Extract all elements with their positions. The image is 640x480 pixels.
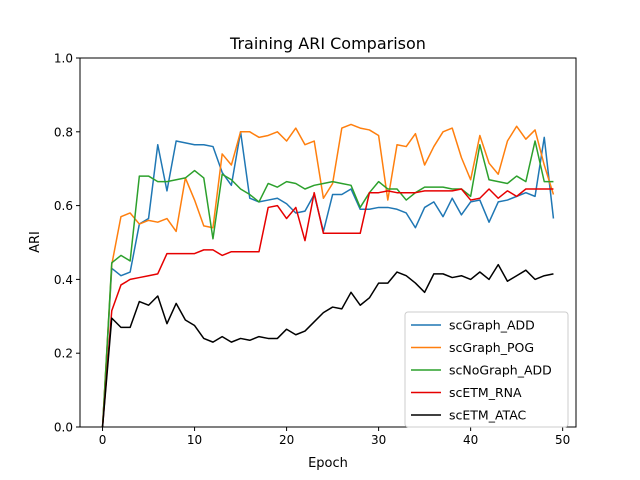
- series-line-scGraph_POG: [101, 123, 555, 428]
- legend-label-scETM_RNA: scETM_RNA: [449, 385, 522, 400]
- legend-label-scNoGraph_ADD: scNoGraph_ADD: [449, 363, 552, 378]
- y-tick-label: 0.8: [54, 125, 73, 139]
- x-tick-label: 40: [463, 433, 478, 447]
- plot-frame: [79, 57, 577, 428]
- legend-label-scGraph_POG: scGraph_POG: [449, 340, 534, 355]
- y-tick-label: 1.0: [54, 52, 73, 66]
- y-axis-label: ARI: [28, 231, 43, 253]
- x-axis-label: Epoch: [308, 456, 348, 471]
- x-tick-label: 30: [371, 433, 386, 447]
- y-tick-label: 0.6: [54, 199, 73, 213]
- y-tick-label: 0.0: [54, 421, 73, 435]
- legend-label-scETM_ATAC: scETM_ATAC: [449, 408, 527, 423]
- legend-box: [404, 311, 569, 428]
- series-layer: [101, 123, 555, 428]
- chart-title: Training ARI Comparison: [229, 34, 426, 53]
- x-tick-label: 10: [187, 433, 202, 447]
- x-tick-label: 20: [279, 433, 294, 447]
- series-line-scNoGraph_ADD: [101, 140, 554, 428]
- series-line-scGraph_ADD: [101, 131, 555, 428]
- y-tick-label: 0.2: [54, 347, 73, 361]
- x-tick-label: 50: [555, 433, 570, 447]
- y-tick-label: 0.4: [54, 273, 73, 287]
- axes-layer: 0 10 20 30 40 50 0.0 0.2 0.4 0.6 0.8 1.0: [54, 52, 577, 447]
- series-line-scETM_RNA: [101, 188, 554, 428]
- x-tick-label: 0: [99, 433, 107, 447]
- legend: scGraph_ADD scGraph_POG scNoGraph_ADD scETM…: [404, 311, 569, 428]
- legend-label-scGraph_ADD: scGraph_ADD: [449, 318, 535, 333]
- series-line-scETM_ATAC: [101, 263, 554, 428]
